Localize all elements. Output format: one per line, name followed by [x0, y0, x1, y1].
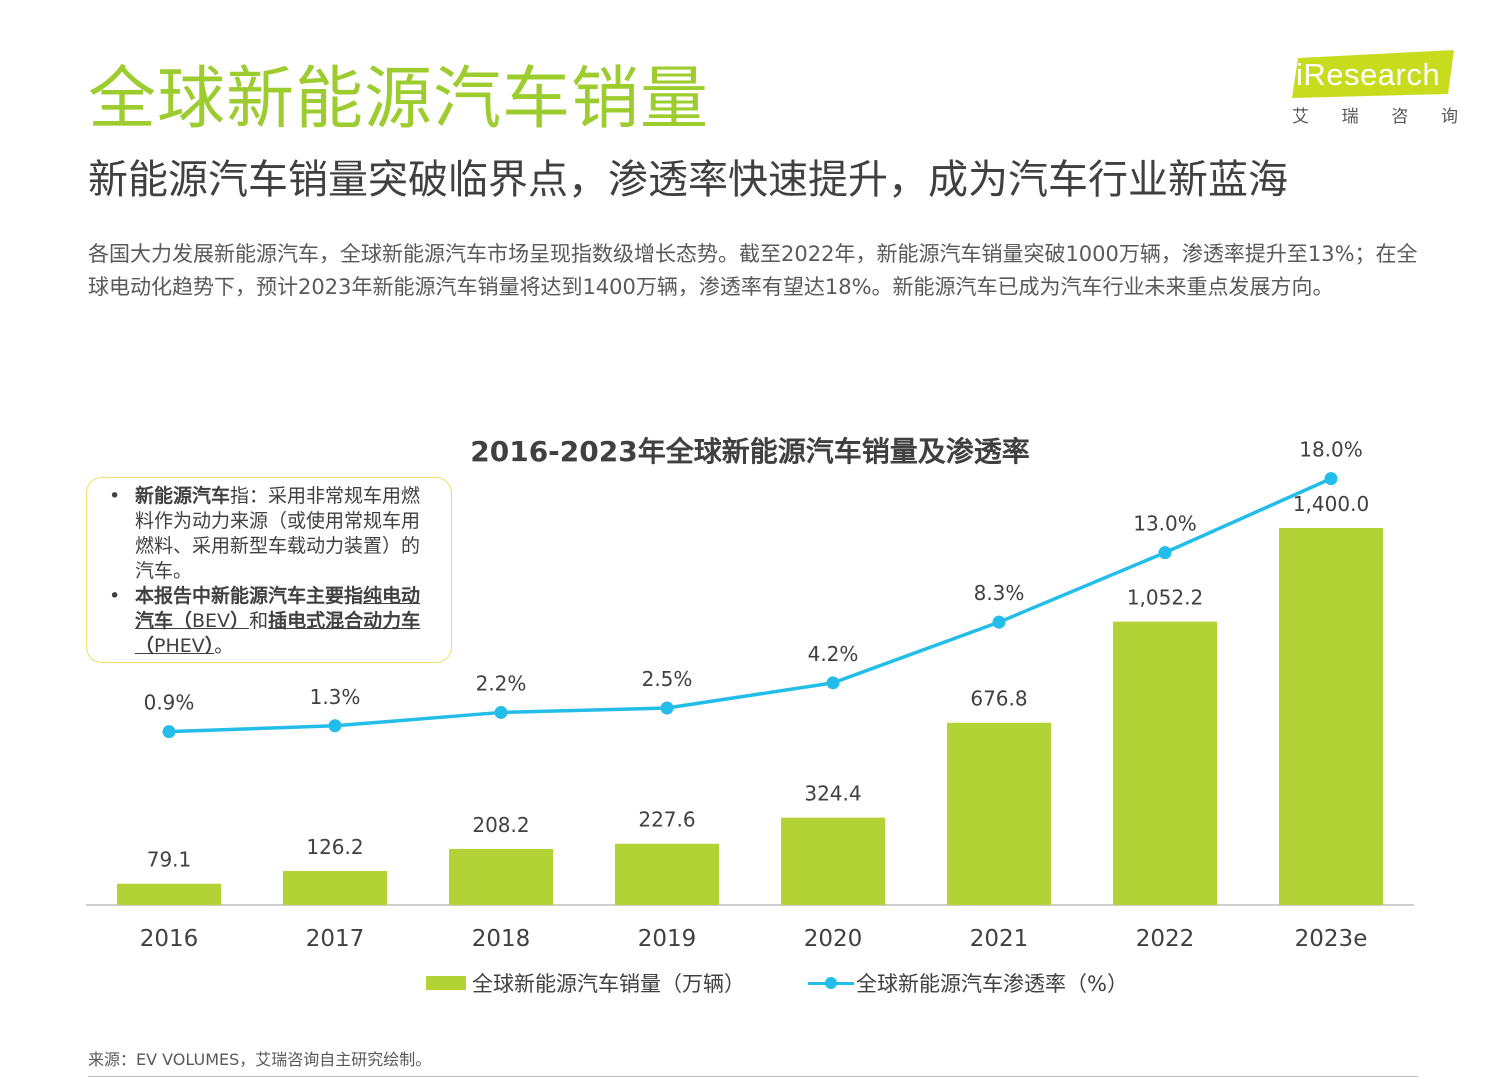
line-point [328, 719, 342, 733]
logo-badge [1292, 50, 1454, 98]
definition-note-box: 新能源汽车指：采用非常规车用燃料作为动力来源（或使用常规车用燃料、采用新型车载动… [86, 477, 452, 663]
logo-cn: 艾 瑞 咨 询 [1292, 106, 1458, 128]
note-connector: 和 [249, 610, 269, 632]
chart-legend: 全球新能源汽车销量（万辆） 全球新能源汽车渗透率（%） [0, 966, 1500, 1000]
legend-label-penetration: 全球新能源汽车渗透率（%） [856, 972, 1128, 996]
legend-item-sales: 全球新能源汽车销量（万辆） [426, 966, 745, 1000]
line-value-label: 13.0% [1133, 512, 1197, 536]
legend-item-penetration: 全球新能源汽车渗透率（%） [808, 966, 1128, 1000]
bar-value-label: 324.4 [804, 782, 861, 806]
x-tick-label: 2016 [140, 926, 199, 952]
bar-value-label: 227.6 [638, 808, 695, 832]
line-point [660, 701, 674, 715]
x-tick-label: 2017 [306, 926, 365, 952]
bar [1113, 621, 1217, 905]
source-note: 来源：EV VOLUMES，艾瑞咨询自主研究绘制。 [88, 1050, 432, 1069]
logo-cn-char: 咨 [1391, 107, 1409, 127]
line-point [826, 676, 840, 690]
note-definition-text: 指：采用非常规车用燃料作为动力来源（或使用常规车用燃料、采用新型车载动力装置）的… [135, 485, 421, 582]
logo-cn-char: 瑞 [1341, 107, 1359, 127]
x-tick-label: 2018 [472, 926, 531, 952]
note-term: 新能源汽车 [135, 485, 231, 507]
note-item-scope: 本报告中新能源汽车主要指纯电动汽车（BEV）和插电式混合动力车（PHEV）。 [109, 584, 429, 659]
note-scope-lead: 本报告中新能源汽车主要指 [135, 585, 364, 607]
x-tick-label: 2022 [1136, 926, 1195, 952]
legend-swatch-bar [426, 976, 466, 990]
intro-paragraph: 各国大力发展新能源汽车，全球新能源汽车市场呈现指数级增长态势。截至2022年，新… [88, 242, 1418, 299]
bar [1279, 528, 1383, 905]
note-phev-term: 插电式混合动力车（PHEV） [135, 610, 421, 657]
line-value-label: 0.9% [144, 691, 195, 715]
x-tick-label: 2020 [804, 926, 863, 952]
line-value-label: 8.3% [974, 581, 1025, 605]
bar-value-label: 1,052.2 [1127, 586, 1203, 610]
chart-title: 2016-2023年全球新能源汽车销量及渗透率 [0, 432, 1500, 472]
x-tick-label: 2021 [970, 926, 1029, 952]
footer-divider [88, 1076, 1418, 1077]
line-point [1324, 472, 1338, 486]
bar [781, 817, 885, 905]
note-bev-term: 纯电动汽车（BEV） [135, 585, 421, 632]
line-value-label: 18.0% [1299, 438, 1363, 462]
bar-value-label: 676.8 [970, 687, 1027, 711]
bar [947, 722, 1051, 905]
x-tick-label: 2019 [638, 926, 697, 952]
line-point [992, 615, 1006, 629]
bar-value-label: 126.2 [306, 835, 363, 859]
note-end: 。 [214, 635, 234, 657]
logo-cn-char: 艾 [1292, 107, 1309, 127]
line-value-label: 4.2% [808, 642, 859, 666]
line-point [162, 725, 176, 739]
bar-value-label: 208.2 [472, 813, 529, 837]
bar [117, 883, 221, 905]
bar [615, 843, 719, 905]
note-item-definition: 新能源汽车指：采用非常规车用燃料作为动力来源（或使用常规车用燃料、采用新型车载动… [109, 484, 429, 584]
penetration-line [168, 477, 1332, 734]
line-point [494, 705, 508, 719]
page-title: 全球新能源汽车销量 [88, 60, 710, 139]
logo-cn-char: 询 [1440, 107, 1458, 127]
line-point [1158, 546, 1172, 560]
logo-text: iResearch [1296, 57, 1441, 92]
bar-value-label: 79.1 [147, 848, 192, 872]
bar [283, 871, 387, 905]
iresearch-logo: iResearch 艾 瑞 咨 询 [1286, 44, 1466, 128]
bar-value-label: 1,400.0 [1293, 492, 1369, 516]
line-value-label: 2.2% [476, 671, 527, 695]
page-subtitle: 新能源汽车销量突破临界点，渗透率快速提升，成为汽车行业新蓝海 [88, 157, 1288, 203]
legend-label-sales: 全球新能源汽车销量（万辆） [472, 972, 745, 996]
x-tick-label: 2023e [1295, 926, 1368, 952]
line-value-label: 2.5% [642, 667, 693, 691]
bar [449, 848, 553, 905]
line-value-label: 1.3% [310, 685, 361, 709]
chart-title-text: 2016-2023年全球新能源汽车销量及渗透率 [470, 435, 1030, 468]
legend-swatch-line [808, 976, 854, 990]
